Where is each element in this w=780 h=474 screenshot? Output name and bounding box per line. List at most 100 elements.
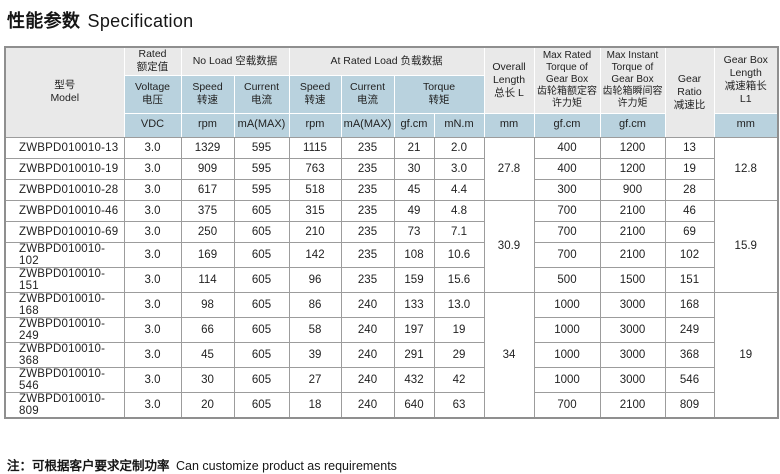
header-voltage-en: Voltage [134, 80, 171, 93]
torque-gfcm-cell: 108 [393, 241, 435, 268]
unit-no-load-current: mA(MAX) [233, 112, 290, 138]
voltage-cell: 3.0 [123, 316, 182, 343]
unit-voltage: VDC [123, 112, 182, 138]
max-rated-torque-cell: 400 [533, 157, 601, 180]
torque-gfcm-cell: 73 [393, 220, 435, 243]
no-load-current-cell: 605 [233, 341, 290, 368]
header-overall-length-zh: 总长 L [494, 86, 524, 99]
header-max-rated-torque-zh: 齿轮箱额定容许力矩 [537, 86, 597, 110]
gear-ratio-cell: 368 [664, 341, 715, 368]
torque-gfcm-cell: 159 [393, 266, 435, 293]
header-model-zh: 型号 [54, 79, 76, 92]
torque-gfcm-cell: 291 [393, 341, 435, 368]
page-title-en: Specification [87, 11, 194, 31]
load-speed-cell: 96 [288, 266, 342, 293]
header-no-load-current: Current 电流 [233, 74, 290, 114]
model-cell: ZWBPD010010-168 [4, 291, 125, 318]
model-cell: ZWBPD010010-69 [4, 220, 125, 243]
torque-gfcm-cell: 21 [393, 136, 435, 159]
no-load-current-cell: 605 [233, 199, 290, 222]
model-cell: ZWBPD010010-28 [4, 178, 125, 201]
header-overall-length: Overall Length 总长 L [483, 46, 535, 114]
torque-mnm-cell: 4.8 [433, 199, 485, 222]
table-row: ZWBPD010010-19 3.0 909 595 763 235 30 3.0 400 120… [4, 157, 778, 180]
model-cell: ZWBPD010010-809 [4, 391, 125, 418]
gear-ratio-cell: 46 [664, 199, 715, 222]
overall-length-cell: 34 [483, 291, 535, 418]
unit-max-rated-torque: gf.cm [533, 112, 601, 138]
torque-gfcm-cell: 197 [393, 316, 435, 343]
table-row: ZWBPD010010-102 3.0 169 605 142 235 108 10.6 700… [4, 241, 778, 268]
load-current-cell: 240 [340, 366, 395, 393]
voltage-cell: 3.0 [123, 136, 182, 159]
torque-mnm-cell: 29 [433, 341, 485, 368]
gear-ratio-cell: 19 [664, 157, 715, 180]
model-cell: ZWBPD010010-19 [4, 157, 125, 180]
torque-gfcm-cell: 45 [393, 178, 435, 201]
load-speed-cell: 142 [288, 241, 342, 268]
torque-mnm-cell: 3.0 [433, 157, 485, 180]
no-load-current-cell: 605 [233, 391, 290, 418]
gear-ratio-cell: 249 [664, 316, 715, 343]
max-instant-torque-cell: 900 [599, 178, 666, 201]
overall-length-cell: 30.9 [483, 199, 535, 293]
max-instant-torque-cell: 1500 [599, 266, 666, 293]
no-load-current-cell: 605 [233, 316, 290, 343]
model-cell: ZWBPD010010-151 [4, 266, 125, 293]
max-instant-torque-cell: 1200 [599, 136, 666, 159]
note-en: Can customize product as requirements [176, 458, 397, 473]
header-model-en: Model [50, 92, 80, 105]
max-rated-torque-cell: 400 [533, 136, 601, 159]
header-no-load-current-en: Current [243, 80, 279, 93]
no-load-current-cell: 605 [233, 220, 290, 243]
load-speed-cell: 39 [288, 341, 342, 368]
voltage-cell: 3.0 [123, 241, 182, 268]
spec-table-header: 型号 Model Rated 额定值 No Load 空载数据 At Rated… [4, 46, 779, 138]
header-voltage-zh: 电压 [142, 94, 163, 106]
voltage-cell: 3.0 [123, 178, 182, 201]
model-cell: ZWBPD010010-13 [4, 136, 125, 159]
model-cell: ZWBPD010010-46 [4, 199, 125, 222]
torque-mnm-cell: 19 [433, 316, 485, 343]
spec-table-body: ZWBPD010010-13 3.0 1329 595 1115 235 21 2.0 27.8… [4, 136, 779, 418]
no-load-current-cell: 595 [233, 178, 290, 201]
table-row: ZWBPD010010-809 3.0 20 605 18 240 640 63 700 2100… [4, 391, 778, 418]
page-title-zh: 性能参数 [7, 11, 81, 31]
voltage-cell: 3.0 [123, 391, 182, 418]
header-rated-en: Rated [138, 48, 167, 61]
header-max-rated-torque: Max Rated Torque of Gear Box 齿轮箱额定容许力矩 [533, 46, 601, 114]
max-rated-torque-cell: 700 [533, 199, 601, 222]
load-current-cell: 235 [340, 266, 395, 293]
header-torque-en: Torque [422, 80, 456, 93]
load-current-cell: 235 [340, 157, 395, 180]
page-title: 性能参数 Specification [7, 7, 780, 33]
gear-ratio-cell: 151 [664, 266, 715, 293]
max-instant-torque-cell: 1200 [599, 157, 666, 180]
header-rated-zh: 额定值 [136, 61, 169, 74]
header-overall-length-en: Overall Length [492, 60, 526, 86]
max-rated-torque-cell: 700 [533, 220, 601, 243]
load-speed-cell: 18 [288, 391, 342, 418]
load-current-cell: 235 [340, 178, 395, 201]
header-max-instant-torque-en: Max Instant Torque of Gear Box [606, 50, 659, 86]
gear-ratio-cell: 28 [664, 178, 715, 201]
max-rated-torque-cell: 1000 [533, 341, 601, 368]
torque-gfcm-cell: 30 [393, 157, 435, 180]
header-gear-box-length: Gear Box Length 减速箱长 L1 [713, 46, 779, 114]
max-instant-torque-cell: 2100 [599, 220, 666, 243]
gear-ratio-cell: 546 [664, 366, 715, 393]
table-row: ZWBPD010010-249 3.0 66 605 58 240 197 19 1000 300… [4, 316, 778, 343]
no-load-speed-cell: 617 [180, 178, 235, 201]
no-load-current-cell: 605 [233, 266, 290, 293]
max-rated-torque-cell: 500 [533, 266, 601, 293]
no-load-current-cell: 595 [233, 136, 290, 159]
load-speed-cell: 763 [288, 157, 342, 180]
header-no-load-speed: Speed 转速 [180, 74, 235, 114]
gear-ratio-cell: 102 [664, 241, 715, 268]
max-instant-torque-cell: 3000 [599, 341, 666, 368]
header-no-load-label: No Load 空载数据 [192, 54, 278, 67]
voltage-cell: 3.0 [123, 341, 182, 368]
header-gear-ratio-en: Gear Ratio [677, 72, 702, 98]
no-load-current-cell: 595 [233, 157, 290, 180]
voltage-cell: 3.0 [123, 266, 182, 293]
